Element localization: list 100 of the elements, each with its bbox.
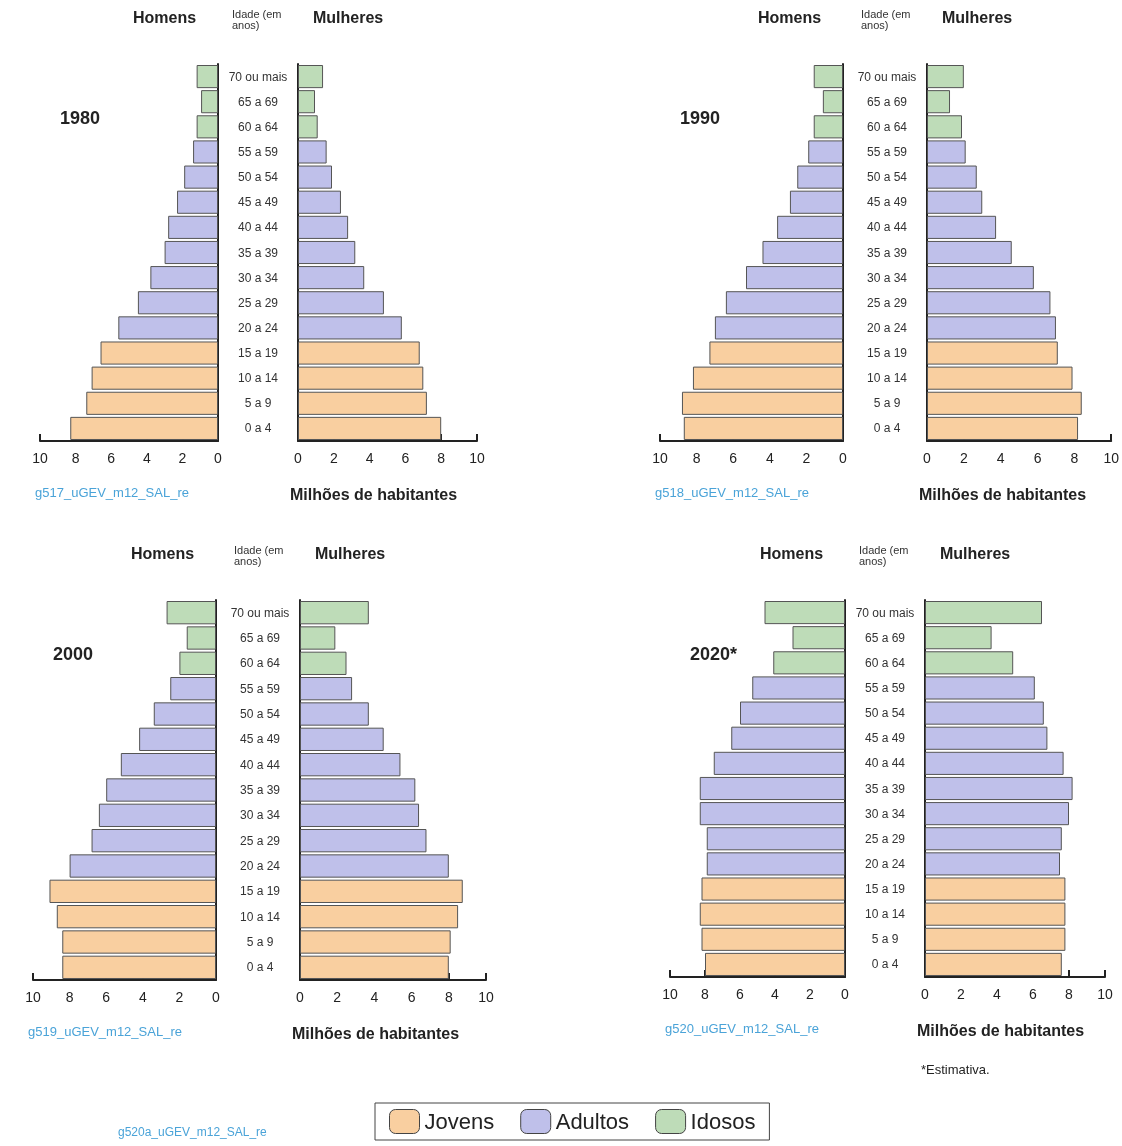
y-tick-label: 10 a 14 <box>866 371 908 386</box>
bar <box>298 90 316 114</box>
y-tick-label: 15 a 19 <box>866 346 908 361</box>
bar <box>300 601 369 625</box>
x-tick-label: 4 <box>138 989 147 1005</box>
y-tick-label: 55 a 59 <box>239 681 281 696</box>
bar <box>201 90 218 114</box>
y-tick-label: 65 a 69 <box>864 630 906 645</box>
bar <box>300 955 449 979</box>
x-tick-label: 10 <box>1103 450 1120 466</box>
bar <box>925 927 1066 951</box>
x-tick-label: 4 <box>765 450 774 466</box>
y-tick-label: 60 a 64 <box>866 119 908 134</box>
chart-subtitle: Mulheres <box>315 544 386 562</box>
bar <box>91 829 216 853</box>
y-tick-label: 0 a 4 <box>244 421 272 436</box>
chart-subtitle: Mulheres <box>940 544 1011 562</box>
bar <box>789 190 843 214</box>
bar <box>150 266 218 290</box>
bar <box>56 905 216 929</box>
bar <box>822 90 843 114</box>
chart-subtitle: Homens <box>131 544 195 562</box>
bar <box>925 776 1073 801</box>
bar <box>137 291 218 315</box>
y-tick-label: 65 a 69 <box>237 94 279 109</box>
x-tick-label: 10 <box>25 989 41 1005</box>
x-tick-label: 8 <box>65 989 74 1005</box>
x-tick-label: 10 <box>32 450 48 466</box>
y-tick-label: 55 a 59 <box>237 144 279 159</box>
y-tick-label: 0 a 4 <box>871 957 899 972</box>
bar <box>792 626 845 650</box>
bar <box>925 751 1064 775</box>
x-tick-label: 8 <box>437 450 446 466</box>
bar <box>725 291 843 315</box>
bar <box>298 190 341 214</box>
x-tick-label: 8 <box>1070 450 1079 466</box>
x-tick-label: 2 <box>333 989 342 1005</box>
bar <box>925 827 1062 851</box>
x-tick-label: 8 <box>692 450 701 466</box>
bar <box>196 65 218 89</box>
bar <box>98 803 216 827</box>
bar <box>762 240 843 265</box>
bar <box>179 651 216 675</box>
bar <box>300 879 463 903</box>
y-tick-label: 10 a 14 <box>864 907 906 922</box>
x-tick-label: 0 <box>214 450 223 466</box>
y-tick-label: 20 a 24 <box>239 859 281 873</box>
bar <box>927 291 1051 315</box>
x-tick-label: 6 <box>1033 450 1042 466</box>
y-tick-label: 5 a 9 <box>871 932 899 947</box>
bar <box>300 753 401 777</box>
y-axis-title: Idade (em anos) <box>859 543 912 567</box>
y-tick-label: 70 ou mais <box>855 605 915 620</box>
y-axis-title: Idade (em anos) <box>234 543 287 567</box>
x-tick-label: 6 <box>102 989 111 1005</box>
x-tick-label: 2 <box>959 450 968 466</box>
x-tick-label: 2 <box>329 450 338 466</box>
text: g517_uGEV_m12_SAL_re <box>35 485 189 500</box>
x-tick-label: 6 <box>107 450 116 466</box>
text: *Estimativa. <box>921 1062 990 1077</box>
chart-subtitle: Homens <box>760 544 824 562</box>
x-tick-label: 4 <box>993 986 1002 1002</box>
text: g520_uGEV_m12_SAL_re <box>665 1021 819 1036</box>
bar <box>298 266 365 290</box>
legend-label: Idosos <box>690 1109 756 1134</box>
bar <box>300 778 416 802</box>
x-tick-label: 2 <box>806 986 815 1002</box>
x-tick-label: 4 <box>142 450 151 466</box>
x-axis-title: Milhões de habitantes <box>919 485 1087 503</box>
bar <box>927 240 1012 265</box>
text: g518_uGEV_m12_SAL_re <box>655 485 809 500</box>
x-tick-label: 6 <box>401 450 410 466</box>
y-tick-label: 30 a 34 <box>237 270 279 285</box>
bar <box>106 778 216 802</box>
bar <box>86 391 218 415</box>
bar <box>927 266 1034 290</box>
bar <box>298 416 442 440</box>
bar <box>705 952 845 976</box>
x-axis-title: Milhões de habitantes <box>292 1024 460 1042</box>
chart-subtitle: Mulheres <box>313 8 384 26</box>
bar <box>746 266 843 290</box>
bar <box>300 677 353 701</box>
y-tick-label: 10 a 14 <box>239 909 281 924</box>
chart-subtitle: Homens <box>133 8 197 26</box>
y-tick-label: 65 a 69 <box>866 94 908 109</box>
x-tick-label: 4 <box>771 986 780 1002</box>
y-tick-label: 45 a 49 <box>864 731 906 746</box>
x-tick-label: 6 <box>407 989 416 1005</box>
bar <box>713 751 845 775</box>
bar <box>170 677 216 701</box>
x-axis-title: Milhões de habitantes <box>917 1021 1085 1039</box>
y-tick-label: 20 a 24 <box>866 320 908 335</box>
y-tick-label: 40 a 44 <box>864 756 906 771</box>
text: 2000 <box>53 644 94 664</box>
y-tick-label: 60 a 64 <box>864 655 906 670</box>
bar <box>925 601 1042 625</box>
y-axis-title: Idade (em anos) <box>232 7 285 31</box>
y-tick-label: 65 a 69 <box>239 631 281 645</box>
bar <box>177 190 218 214</box>
bar <box>300 905 459 929</box>
